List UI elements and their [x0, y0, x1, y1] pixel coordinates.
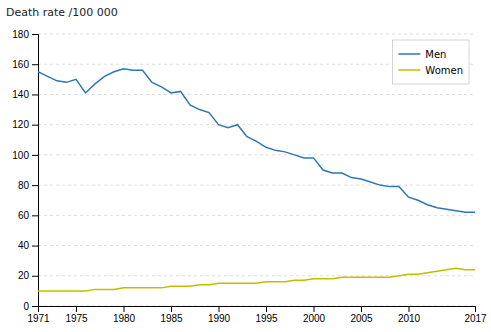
grid-line	[38, 94, 475, 95]
tick-label: 180	[12, 29, 29, 40]
legend-frame	[392, 40, 469, 84]
tick-mark	[32, 215, 38, 216]
tick-label: 2010	[398, 313, 421, 324]
tick-mark	[124, 306, 125, 312]
tick: 1985	[160, 306, 183, 324]
legend-item: Women	[398, 65, 463, 76]
axis-domain	[39, 307, 476, 313]
y-axis: 0 20 40 60 80 100 120 140 160 180	[12, 29, 38, 312]
tick-mark	[266, 306, 267, 312]
line	[38, 69, 475, 213]
grid-line	[38, 215, 475, 216]
tick-label: 40	[18, 240, 30, 251]
tick-mark	[314, 306, 315, 312]
tick-label: 0	[23, 301, 29, 312]
tick-label: 160	[12, 59, 29, 70]
grid	[38, 34, 475, 306]
tick: 1975	[65, 306, 88, 324]
tick-mark	[32, 276, 38, 277]
chart: 1971 1975 1980 1985 1990 1995 2000 2005 2010 2017…	[0, 0, 491, 332]
tick-mark	[32, 94, 38, 95]
grid-line	[38, 275, 475, 276]
plot: 1971 1975 1980 1985 1990 1995 2000 2005 2010 2017…	[12, 29, 487, 324]
tick-label: 140	[12, 89, 29, 100]
tick-mark	[361, 306, 362, 312]
tick: 120	[12, 119, 38, 130]
tick-mark	[32, 306, 38, 307]
tick-label: 1990	[208, 313, 231, 324]
tick-label: 20	[18, 270, 30, 281]
grid-line	[38, 34, 475, 35]
tick: 60	[18, 210, 38, 221]
tick: 2000	[303, 306, 326, 324]
tick-label: 1985	[160, 313, 183, 324]
tick-label: 60	[18, 210, 30, 221]
tick-label: 80	[18, 180, 30, 191]
tick-mark	[219, 306, 220, 312]
tick-label: 1971	[27, 313, 50, 324]
tick-label: 2017	[464, 313, 487, 324]
tick: 20	[18, 270, 38, 281]
tick: 80	[18, 180, 38, 191]
tick-label: 1980	[113, 313, 136, 324]
line	[38, 268, 475, 291]
tick: 2010	[398, 306, 421, 324]
tick-label: 2005	[350, 313, 373, 324]
x-axis: 1971 1975 1980 1985 1990 1995 2000 2005 2010 2017	[27, 306, 487, 324]
grid-line	[38, 245, 475, 246]
tick-label: 100	[12, 150, 29, 161]
tick: 40	[18, 240, 38, 251]
tick-mark	[409, 306, 410, 312]
tick: 0	[23, 301, 38, 312]
lines	[38, 69, 475, 291]
legend-item: Men	[398, 49, 446, 60]
title: Death rate /100 000	[6, 6, 118, 19]
tick-label: 2000	[303, 313, 326, 324]
grid-line	[38, 124, 475, 125]
tick: 2005	[350, 306, 373, 324]
tick-mark	[32, 64, 38, 65]
axis-domain	[32, 35, 39, 307]
legend: Men Women	[392, 40, 469, 84]
tick-mark	[32, 155, 38, 156]
tick-label: 1975	[65, 313, 88, 324]
tick: 160	[12, 59, 38, 70]
tick-mark	[171, 306, 172, 312]
tick-mark	[76, 306, 77, 312]
legend-label: Women	[425, 65, 463, 76]
legend-label: Men	[425, 49, 446, 60]
legend-swatch	[398, 53, 420, 55]
tick: 180	[12, 29, 38, 40]
tick: 1990	[208, 306, 231, 324]
legend-swatch	[398, 69, 420, 71]
tick-label: 1995	[255, 313, 278, 324]
tick: 100	[12, 150, 38, 161]
chart-container: 1971 1975 1980 1985 1990 1995 2000 2005 2010 2017…	[0, 0, 491, 332]
tick: 140	[12, 89, 38, 100]
grid-line	[38, 154, 475, 155]
tick-mark	[475, 306, 476, 312]
tick: 1995	[255, 306, 278, 324]
tick: 1971	[27, 306, 50, 324]
tick-label: 120	[12, 119, 29, 130]
tick: 2017	[464, 306, 487, 324]
tick-mark	[32, 246, 38, 247]
tick: 1980	[113, 306, 136, 324]
grid-line	[38, 185, 475, 186]
tick-mark	[32, 34, 38, 35]
tick-mark	[32, 185, 38, 186]
tick-mark	[32, 125, 38, 126]
